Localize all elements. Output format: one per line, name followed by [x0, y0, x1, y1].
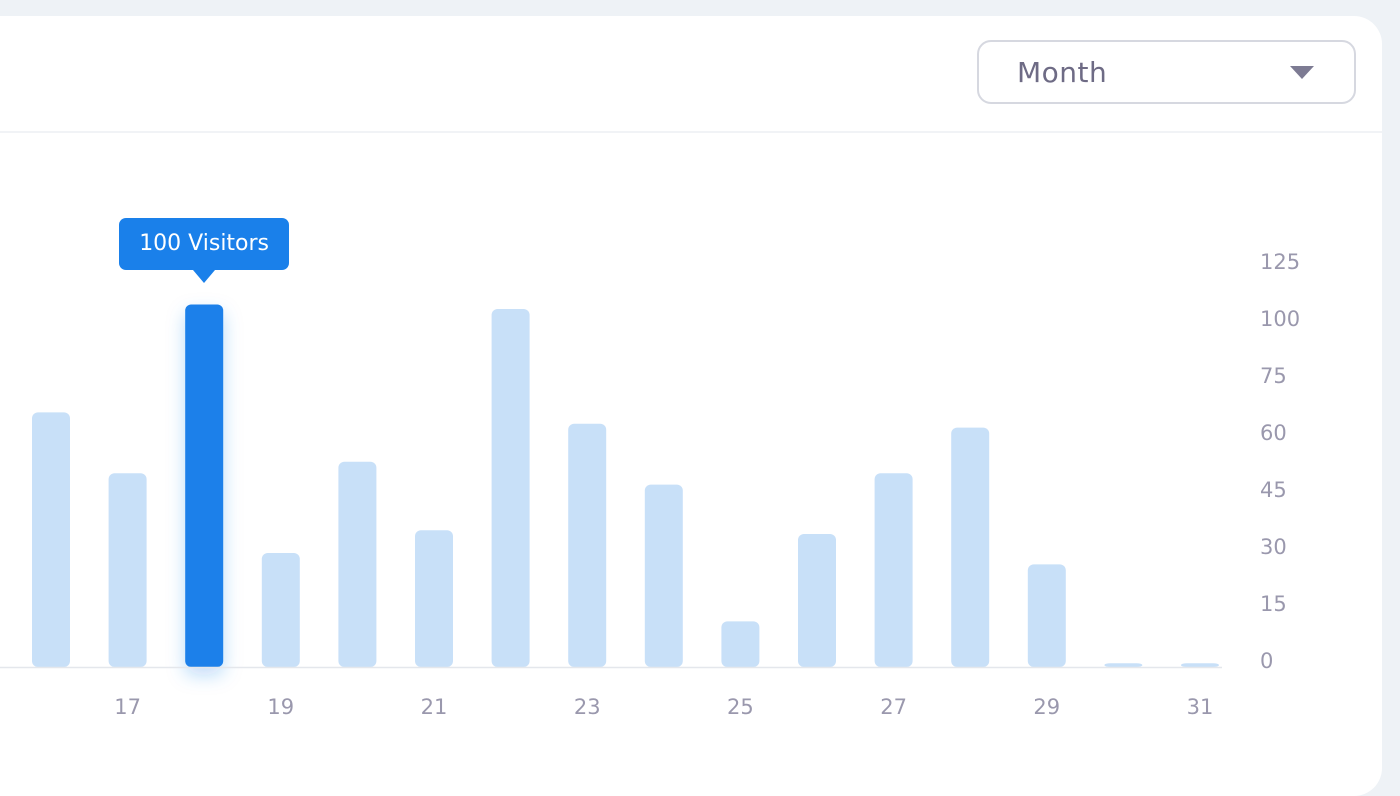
bar[interactable] — [1104, 663, 1143, 667]
header-divider — [0, 131, 1382, 133]
bar[interactable] — [874, 473, 913, 667]
bar-tooltip: 100 Visitors — [119, 218, 290, 284]
tooltip-arrow — [193, 270, 216, 284]
bar[interactable] — [951, 427, 990, 667]
visitors-bar-chart: 17 19 21 23 25 27 29 31 0 15 30 45 60 75 100 125 — [0, 250, 1300, 719]
chart-card — [0, 16, 1382, 796]
y-tick-label: 75 — [1260, 364, 1287, 388]
bar[interactable] — [568, 423, 607, 667]
bar[interactable] — [798, 534, 836, 667]
bar-highlighted[interactable] — [185, 304, 224, 667]
x-tick-label: 29 — [1033, 695, 1060, 719]
x-tick-label: 25 — [727, 695, 754, 719]
y-tick-label: 45 — [1260, 478, 1287, 502]
x-tick-label: 19 — [267, 695, 294, 719]
x-tick-label: 31 — [1187, 695, 1214, 719]
y-tick-label: 125 — [1260, 250, 1300, 274]
bar[interactable] — [1181, 663, 1219, 667]
tooltip-text: 100 Visitors — [139, 231, 270, 257]
caret-down-icon — [1290, 66, 1314, 79]
x-tick-label: 23 — [574, 695, 601, 719]
x-tick-label: 27 — [880, 695, 907, 719]
y-tick-label: 60 — [1260, 421, 1287, 445]
x-tick-label: 21 — [421, 695, 448, 719]
bar[interactable] — [1027, 564, 1066, 667]
period-select[interactable]: Month — [977, 40, 1356, 104]
bar[interactable] — [721, 621, 760, 667]
bar[interactable] — [338, 461, 377, 667]
bar[interactable] — [32, 412, 70, 667]
bar[interactable] — [261, 553, 300, 667]
y-tick-label: 100 — [1260, 307, 1300, 331]
period-select-value: Month — [1017, 56, 1108, 89]
bar[interactable] — [491, 309, 530, 667]
bar[interactable] — [108, 473, 147, 667]
y-tick-label: 15 — [1260, 592, 1287, 616]
bar[interactable] — [415, 530, 453, 667]
y-tick-label: 30 — [1260, 535, 1287, 559]
x-tick-label: 17 — [114, 695, 141, 719]
y-tick-label: 0 — [1260, 649, 1273, 673]
bar[interactable] — [644, 484, 683, 667]
